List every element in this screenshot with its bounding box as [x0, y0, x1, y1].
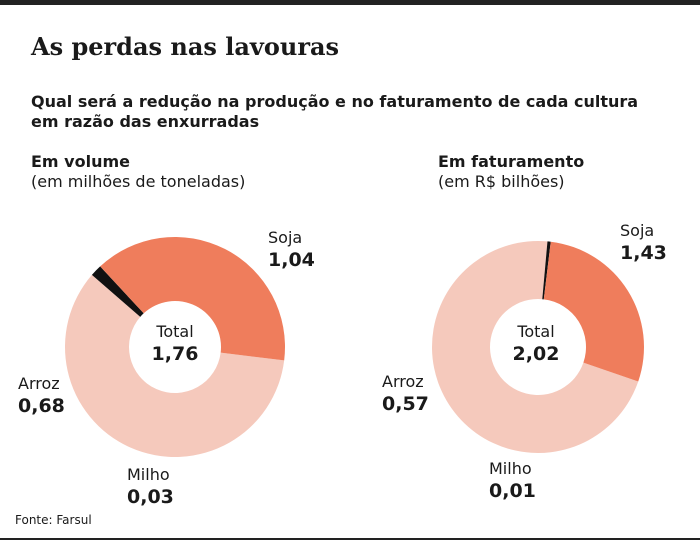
volume-total: Total 1,76 [130, 322, 220, 366]
revenue-soja-name: Soja [620, 221, 655, 240]
revenue-label-soja: Soja 1,43 [620, 221, 667, 265]
volume-label-milho: Milho 0,03 [127, 465, 174, 509]
revenue-milho-name: Milho [489, 459, 532, 478]
volume-milho-value: 0,03 [127, 486, 174, 508]
revenue-label-milho: Milho 0,01 [489, 459, 536, 503]
revenue-arroz-value: 0,57 [382, 393, 429, 415]
donut-slice-soja [432, 241, 639, 453]
volume-soja-name: Soja [268, 228, 303, 247]
panel-volume-title: Em volume [31, 152, 130, 171]
revenue-total-label: Total [517, 322, 555, 341]
source-note: Fonte: Farsul [15, 513, 92, 527]
bottom-rule [0, 538, 700, 540]
panel-revenue-title: Em faturamento [438, 152, 585, 171]
donut-slice-milho [91, 266, 144, 317]
volume-arroz-value: 0,68 [18, 395, 65, 417]
donut-slice-arroz [100, 236, 286, 361]
donut-volume [65, 236, 286, 458]
volume-milho-name: Milho [127, 465, 170, 484]
revenue-label-arroz: Arroz 0,57 [382, 372, 429, 416]
revenue-milho-value: 0,01 [489, 480, 536, 502]
volume-label-soja: Soja 1,04 [268, 228, 315, 272]
donut-slice-soja [65, 274, 285, 458]
panel-revenue-unit: (em R$ bilhões) [438, 172, 565, 191]
revenue-soja-value: 1,43 [620, 242, 667, 264]
volume-label-arroz: Arroz 0,68 [18, 374, 65, 418]
donut-slice-milho [542, 241, 551, 300]
donut-slice-arroz [543, 241, 644, 382]
volume-soja-value: 1,04 [268, 249, 315, 271]
revenue-total-value: 2,02 [512, 343, 560, 365]
panel-volume-unit: (em milhões de toneladas) [31, 172, 246, 191]
chart-subtitle: Qual será a redução na produção e no fat… [31, 92, 639, 131]
volume-arroz-name: Arroz [18, 374, 60, 393]
revenue-arroz-name: Arroz [382, 372, 424, 391]
chart-title: As perdas nas lavouras [31, 32, 340, 61]
revenue-total: Total 2,02 [491, 322, 581, 366]
top-rule [0, 0, 700, 5]
volume-total-label: Total [156, 322, 194, 341]
donut-revenue [432, 241, 644, 453]
volume-total-value: 1,76 [151, 343, 199, 365]
